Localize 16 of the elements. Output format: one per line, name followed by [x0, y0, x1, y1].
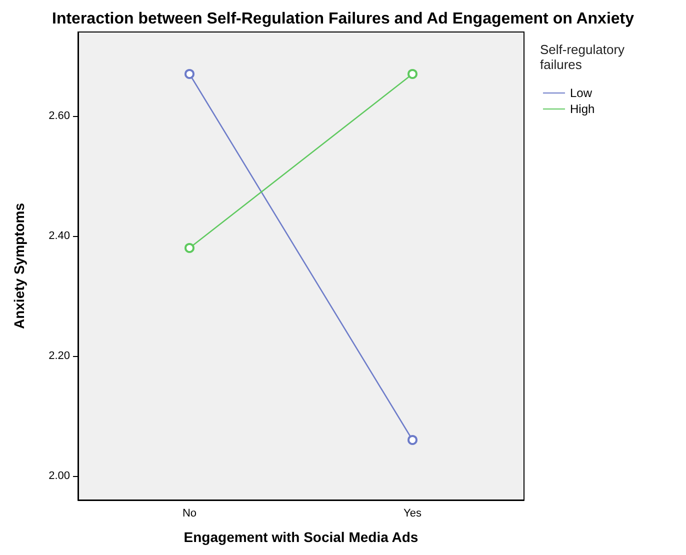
point	[408, 435, 418, 445]
legend-label: High	[570, 102, 595, 116]
x-tick-label: No	[182, 508, 197, 520]
legend-title: Self-regulatory failures	[540, 42, 626, 72]
x-axis-title: Engagement with Social Media Ads	[184, 529, 418, 545]
chart-title: Interaction between Self-Regulation Failures and Ad Engagement on Anxiety	[52, 10, 634, 28]
y-tick-label: 2.00	[48, 470, 70, 482]
point	[184, 69, 194, 79]
legend-label: Low	[570, 86, 592, 100]
y-tick-label: 2.20	[48, 350, 70, 362]
point	[408, 69, 418, 79]
y-tick-label: 2.40	[48, 230, 70, 242]
y-axis-title: Anxiety Symptoms	[11, 202, 27, 330]
point	[184, 243, 194, 253]
y-tick-label: 2.60	[48, 110, 70, 122]
x-tick-label: Yes	[404, 508, 422, 520]
